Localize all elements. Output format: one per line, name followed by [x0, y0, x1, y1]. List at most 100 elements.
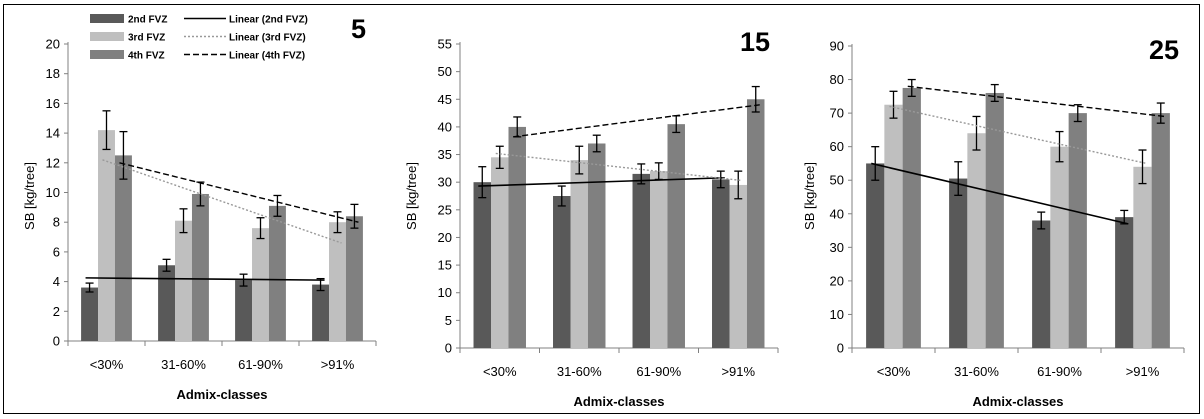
chart-svg: 0 10 20 30 40 50 60 70 80 90 <30% 31-60% 61-90% >91% 2…: [802, 35, 1185, 409]
error-bar: [179, 208, 188, 234]
x-tick-label: 31-60%: [954, 364, 999, 379]
x-tick-label: >91%: [721, 364, 755, 379]
y-tick-label: 12: [46, 155, 60, 170]
bar-4th-fvz: [345, 216, 363, 341]
y-tick-label: 40: [830, 206, 844, 221]
y-tick-label: 20: [830, 273, 844, 288]
bar-4th-fvz: [268, 205, 286, 341]
bar-4th-fvz: [667, 124, 685, 349]
y-tick-label: 0: [837, 341, 844, 356]
error-bar: [1073, 104, 1082, 123]
chart-panel-25: 0 10 20 30 40 50 60 70 80 90 <30% 31-60% 61-90% >91% 2…: [800, 6, 1198, 414]
bar-4th-fvz: [114, 155, 132, 341]
y-axis-title: SB [kg/tree]: [802, 162, 817, 230]
bar-2nd-fvz: [312, 284, 330, 341]
trendline-2nd-fvz: [871, 162, 1129, 225]
chart-svg: 0 5 10 15 20 25 30 35 40 45 50 55 <30% 31-60% 61-90% >9…: [404, 27, 779, 409]
legend-swatch: [90, 32, 124, 41]
error-bar: [85, 282, 94, 293]
error-bar: [256, 217, 265, 240]
chart-svg: 0 2 4 6 8 10 12 14 16 18 20 <30% 31-60% 61-90% >91% 5 Ad…: [22, 14, 377, 402]
y-tick-label: 10: [830, 307, 844, 322]
bar-3rd-fvz: [967, 133, 986, 348]
error-bar: [1138, 149, 1147, 185]
y-tick-label: 8: [53, 215, 60, 230]
y-tick-label: 70: [830, 106, 844, 121]
y-tick-label: 5: [445, 313, 452, 328]
bar-2nd-fvz: [158, 265, 176, 341]
y-tick-label: 55: [438, 37, 452, 52]
bar-2nd-fvz: [712, 179, 730, 348]
bar-2nd-fvz: [1032, 220, 1051, 348]
trendline-4th-fvz: [119, 162, 359, 223]
legend-label: 3rd FVZ: [128, 33, 165, 44]
trendline-4th-fvz: [907, 85, 1165, 118]
x-axis-title: Admix-classes: [972, 394, 1063, 409]
error-bar: [889, 90, 898, 119]
x-tick-label: 61-90%: [1037, 364, 1082, 379]
error-bar: [972, 115, 981, 151]
legend-swatch: [90, 50, 124, 59]
y-axis-title: SB [kg/tree]: [404, 162, 419, 230]
bar-2nd-fvz: [866, 163, 885, 348]
y-tick-label: 45: [438, 92, 452, 107]
y-tick-label: 35: [438, 147, 452, 162]
x-tick-label: 31-60%: [161, 357, 206, 372]
bar-3rd-fvz: [252, 228, 269, 341]
x-tick-label: >91%: [321, 357, 355, 372]
x-tick-label: 61-90%: [238, 357, 283, 372]
y-tick-label: 2: [53, 304, 60, 319]
bar-2nd-fvz: [553, 196, 571, 348]
error-bar: [575, 145, 584, 175]
y-tick-label: 6: [53, 244, 60, 259]
bar-2nd-fvz: [1115, 217, 1134, 348]
error-bar: [273, 194, 282, 217]
trendline-3rd-fvz: [102, 159, 342, 244]
bar-3rd-fvz: [729, 184, 747, 348]
y-tick-label: 16: [46, 96, 60, 111]
legend-label: 2nd FVZ: [128, 15, 167, 26]
y-tick-label: 4: [53, 274, 60, 289]
y-tick-label: 0: [53, 334, 60, 349]
legend-label: 4th FVZ: [128, 51, 165, 62]
y-tick-label: 40: [438, 119, 452, 134]
y-tick-label: 14: [46, 126, 60, 141]
y-tick-label: 50: [830, 173, 844, 188]
y-tick-label: 80: [830, 72, 844, 87]
error-bar: [119, 130, 128, 180]
trendline-2nd-fvz: [478, 176, 725, 187]
bar-2nd-fvz: [632, 173, 651, 348]
legend-swatch: [90, 14, 124, 23]
error-bar: [907, 78, 916, 97]
error-bar: [1156, 102, 1165, 124]
x-axis-title: Admix-classes: [176, 387, 267, 402]
bar-4th-fvz: [1151, 113, 1170, 348]
legend-label: Linear (3rd FVZ): [229, 33, 306, 44]
y-tick-label: 10: [438, 285, 452, 300]
legend: 2nd FVZ 3rd FVZ 4th FVZ Linear (2nd FVZ) Lin…: [90, 14, 308, 62]
error-bar: [196, 181, 205, 207]
y-tick-label: 30: [438, 175, 452, 190]
trendline-4th-fvz: [513, 104, 760, 138]
error-bar: [350, 203, 359, 229]
y-tick-label: 25: [438, 202, 452, 217]
bar-3rd-fvz: [98, 130, 115, 341]
y-axis-title: SB [kg/tree]: [22, 162, 37, 230]
bar-3rd-fvz: [175, 220, 192, 341]
error-bar: [495, 145, 504, 170]
y-tick-label: 60: [830, 139, 844, 154]
y-tick-label: 90: [830, 39, 844, 54]
error-bar: [990, 83, 999, 103]
error-bar: [478, 166, 487, 199]
x-tick-label: >91%: [1126, 364, 1160, 379]
x-tick-label: 31-60%: [557, 364, 602, 379]
y-tick-label: 50: [438, 64, 452, 79]
legend-label: Linear (2nd FVZ): [229, 15, 308, 26]
chart-panel-15: 0 5 10 15 20 25 30 35 40 45 50 55 <30% 31-60% 61-90% >9…: [402, 6, 794, 414]
chart-title: 5: [351, 14, 366, 44]
y-tick-label: 0: [445, 341, 452, 356]
error-bar: [592, 134, 601, 153]
x-tick-label: <30%: [90, 357, 124, 372]
chart-title: 15: [740, 27, 770, 57]
